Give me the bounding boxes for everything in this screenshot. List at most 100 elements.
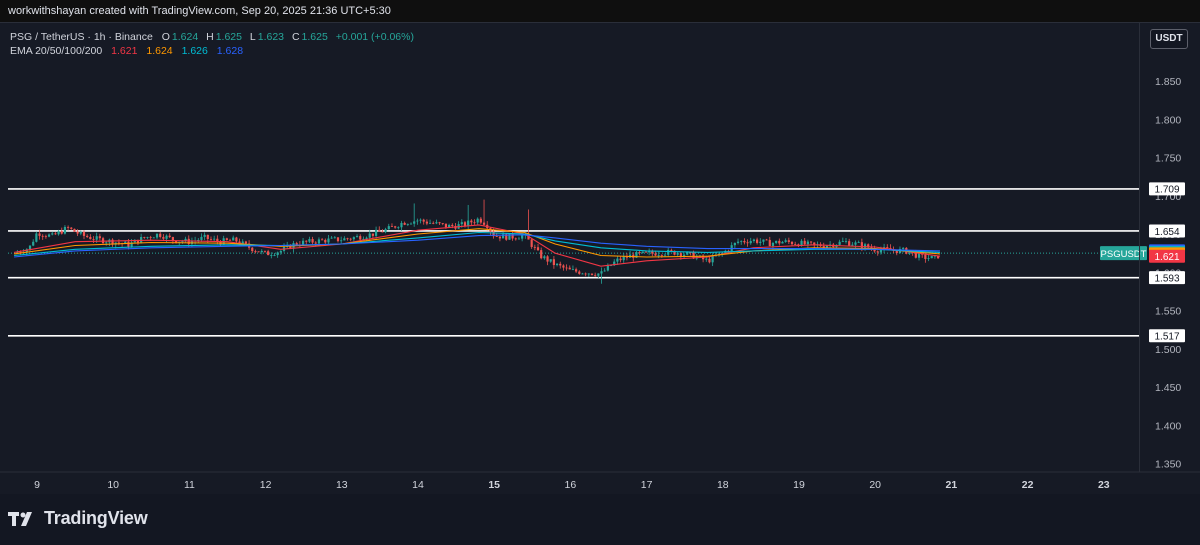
candle-body xyxy=(924,254,927,259)
candle-body xyxy=(857,242,860,243)
candle-body xyxy=(517,238,521,240)
candle-body xyxy=(794,244,797,245)
candle-body xyxy=(206,234,209,240)
y-tick-label: 1.850 xyxy=(1155,76,1181,88)
candle-body xyxy=(755,239,759,243)
candle-body xyxy=(638,251,641,253)
change-value: +0.001 (+0.06%) xyxy=(335,31,414,43)
candle-body xyxy=(397,227,400,229)
candle-body xyxy=(575,269,578,272)
candle-body xyxy=(343,238,346,241)
candle-body xyxy=(648,251,651,253)
price-axis-separator xyxy=(1139,23,1140,472)
candle-body xyxy=(330,237,333,239)
symbol-tag-text: PSGUSDT xyxy=(1101,249,1147,260)
y-tick-label: 1.350 xyxy=(1155,459,1181,471)
candle-body xyxy=(476,218,479,223)
candle-body xyxy=(492,231,495,237)
candle-body xyxy=(511,234,514,239)
open-value: 1.624 xyxy=(171,31,199,43)
candle-body xyxy=(546,256,549,262)
y-tick-label: 1.400 xyxy=(1155,420,1181,432)
ema200-line xyxy=(14,234,941,258)
ema200-value: 1.628 xyxy=(216,45,244,57)
candle-body xyxy=(641,251,644,253)
candle-body xyxy=(181,241,184,243)
x-tick-label: 12 xyxy=(260,479,272,491)
candle-body xyxy=(908,252,911,254)
candle-body xyxy=(257,251,260,253)
candle-body xyxy=(216,238,219,242)
candle-body xyxy=(609,265,613,267)
candle-body xyxy=(555,263,559,266)
candle-body xyxy=(721,253,724,254)
candle-body xyxy=(168,235,171,238)
candle-body xyxy=(606,265,609,271)
candle-body xyxy=(403,222,406,225)
candle-body xyxy=(251,247,254,252)
candle-body xyxy=(549,259,552,262)
candle-body xyxy=(568,267,571,270)
symbol-name: PSG / TetherUS · 1h · Binance xyxy=(10,31,153,43)
open-label: O xyxy=(161,31,170,43)
header-text: workwithshayan created with TradingView.… xyxy=(8,5,391,17)
currency-button[interactable]: USDT xyxy=(1150,29,1188,49)
candle-body xyxy=(416,220,419,222)
x-tick-label: 15 xyxy=(488,479,500,491)
candle-body xyxy=(295,243,298,245)
candle-body xyxy=(635,251,638,258)
x-tick-label: 11 xyxy=(184,479,195,491)
ema-legend[interactable]: EMA 20/50/100/200 1.621 1.624 1.626 1.62… xyxy=(10,45,245,57)
candle-body xyxy=(578,271,581,274)
candle-body xyxy=(317,239,321,244)
candle-body xyxy=(155,233,159,238)
symbol-legend[interactable]: PSG / TetherUS · 1h · Binance O 1.624 H 1.… xyxy=(10,31,416,43)
candle-body xyxy=(594,274,597,276)
candle-body xyxy=(435,222,438,224)
candle-body xyxy=(508,234,511,240)
candle-body xyxy=(381,231,384,233)
price-label-box xyxy=(1149,182,1185,196)
high-label: H xyxy=(206,31,214,43)
candle-body xyxy=(844,241,848,242)
tradingview-logo[interactable]: TradingView xyxy=(8,508,148,529)
candle-body xyxy=(886,247,889,249)
candle-body xyxy=(263,250,267,252)
candle-body xyxy=(133,239,136,243)
candle-body xyxy=(333,237,336,239)
candle-body xyxy=(406,223,409,225)
candle-body xyxy=(63,226,67,234)
candle-body xyxy=(533,246,536,248)
candle-body xyxy=(260,250,263,253)
candle-body xyxy=(762,239,765,242)
candle-body xyxy=(530,239,533,247)
candle-body xyxy=(276,252,279,256)
candle-body xyxy=(127,241,130,247)
candle-body xyxy=(676,253,679,255)
candle-body xyxy=(743,240,746,243)
candle-body xyxy=(771,242,775,247)
chart-area[interactable]: 1.8501.8001.7501.7001.6501.6001.5501.500… xyxy=(0,22,1200,494)
price-chart[interactable]: 1.8501.8001.7501.7001.6501.6001.5501.500… xyxy=(0,23,1200,494)
candle-body xyxy=(682,254,686,257)
candle-body xyxy=(270,255,273,256)
x-tick-label: 17 xyxy=(641,479,653,491)
candle-body xyxy=(387,226,390,230)
candle-body xyxy=(67,226,70,228)
candle-body xyxy=(159,233,162,237)
price-label-text: 1.517 xyxy=(1154,332,1179,343)
candle-body xyxy=(565,267,568,269)
candle-body xyxy=(759,241,762,243)
symbol-tag-box xyxy=(1100,246,1147,261)
candle-body xyxy=(838,241,841,245)
candle-body xyxy=(657,254,660,256)
x-tick-label: 13 xyxy=(336,479,348,491)
candle-body xyxy=(749,241,752,244)
candle-body xyxy=(514,238,517,240)
y-tick-label: 1.450 xyxy=(1155,382,1181,394)
candle-body xyxy=(613,261,616,266)
candle-body xyxy=(736,241,740,243)
candle-body xyxy=(444,223,448,228)
x-tick-label: 23 xyxy=(1098,479,1110,491)
candle-body xyxy=(540,250,543,259)
